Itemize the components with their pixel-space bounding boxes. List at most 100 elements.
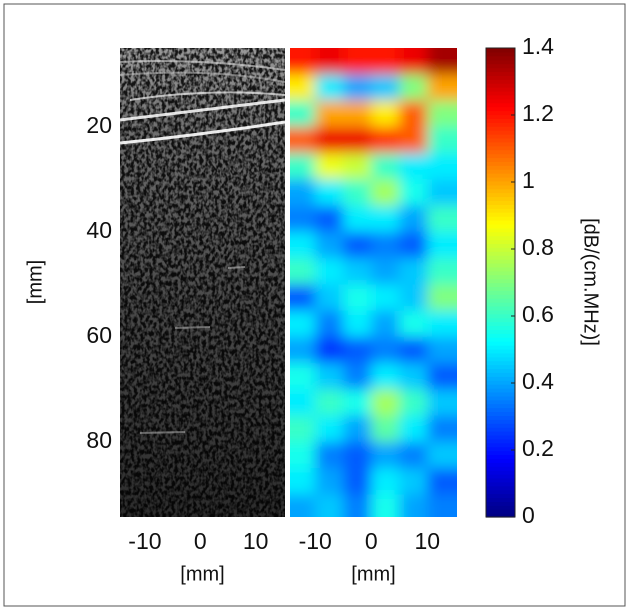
colorbar-step (486, 438, 515, 444)
heatmap-cell (343, 336, 372, 364)
colorbar-step (486, 434, 515, 440)
heatmap-cell (343, 363, 372, 390)
heatmap-cell (343, 153, 372, 180)
heatmap-cell (315, 126, 344, 154)
heatmap-cell (399, 336, 428, 364)
colorbar-step (486, 126, 515, 131)
heatmap-cell (290, 468, 316, 495)
heatmap-cell (371, 468, 400, 495)
colorbar-step (486, 388, 515, 393)
heatmap-cell (399, 363, 428, 390)
colorbar-step (486, 239, 515, 245)
colorbar-step (486, 223, 515, 229)
colorbar-step (486, 372, 515, 377)
heatmap-cell (399, 258, 428, 285)
heatmap-cell (315, 205, 344, 233)
heatmap-cell (427, 284, 457, 312)
heatmap-cell (343, 310, 372, 338)
colorbar-step (486, 173, 515, 178)
colorbar-step (486, 266, 515, 272)
heatmap-cell (315, 494, 344, 517)
heatmap-cell (427, 100, 457, 128)
y-tick-label: 80 (86, 427, 112, 453)
heatmap-cell (290, 310, 316, 338)
colorbar-step (486, 216, 515, 221)
colorbar-step (486, 71, 515, 76)
colorbar-step (486, 102, 515, 108)
colorbar-step (486, 90, 515, 96)
colorbar-step (486, 270, 515, 276)
colorbar-step (486, 489, 515, 495)
colorbar-step (486, 493, 515, 499)
heatmap-cell (399, 389, 428, 417)
colorbar-step (486, 509, 515, 514)
heatmap-cell (315, 74, 344, 102)
colorbar-step (486, 415, 515, 420)
colorbar-step (486, 200, 515, 205)
heatmap-cell (427, 258, 457, 285)
colorbar-step (486, 282, 515, 288)
heatmap-cell (315, 468, 344, 495)
colorbar-step (486, 376, 515, 381)
heatmap-cell (371, 494, 400, 517)
x-axis-label: [mm] (351, 563, 395, 585)
colorbar-step (486, 368, 515, 373)
heatmap-cell (290, 205, 316, 233)
colorbar-tick-label: 1.4 (522, 33, 554, 59)
heatmap-cell (399, 231, 428, 259)
heatmap-cell (343, 126, 372, 154)
colorbar-step (486, 212, 515, 217)
heatmap-cell (399, 153, 428, 180)
y-tick-label: 60 (86, 322, 112, 348)
colorbar-step (486, 325, 515, 330)
colorbar-tick-label: 1.2 (522, 100, 554, 126)
colorbar-step (486, 251, 515, 256)
colorbar-step (486, 114, 515, 119)
colorbar-step (486, 231, 515, 237)
heatmap-cell (399, 310, 428, 338)
heatmap-cell (315, 389, 344, 417)
colorbar-step (486, 169, 515, 174)
colorbar-step (486, 360, 515, 366)
colorbar-step (486, 165, 515, 170)
heatmap-cell (290, 494, 316, 517)
heatmap-cell (427, 231, 457, 259)
colorbar-step (486, 309, 515, 315)
colorbar-step (486, 145, 515, 151)
x-tick-label: 0 (365, 528, 378, 554)
colorbar-step (486, 176, 515, 182)
colorbar-step (486, 188, 515, 194)
colorbar-step (486, 348, 515, 354)
colorbar-step (486, 278, 515, 284)
x-tick-label: 10 (415, 528, 441, 554)
colorbar-step (486, 454, 515, 459)
x-axis-label: [mm] (180, 563, 224, 585)
heatmap-cell (371, 48, 400, 75)
colorbar-step (486, 419, 515, 424)
y-axis-label: [mm] (24, 260, 46, 304)
colorbar-step (486, 470, 515, 475)
colorbar-step (486, 450, 515, 456)
colorbar-step (486, 259, 515, 264)
colorbar-step (486, 149, 515, 155)
x-tick-label: -10 (128, 528, 161, 554)
colorbar-step (486, 313, 515, 319)
heatmap-cell (399, 179, 428, 207)
heatmap-cell (315, 441, 344, 469)
colorbar-step (486, 87, 515, 92)
heatmap-cell (290, 415, 316, 443)
colorbar-step (486, 106, 515, 112)
colorbar-tick-label: 0.8 (522, 234, 554, 260)
colorbar-step (486, 153, 515, 159)
colorbar-step (486, 329, 515, 334)
y-tick-label: 40 (86, 217, 112, 243)
colorbar-step (486, 67, 515, 73)
colorbar-step (486, 462, 515, 467)
heatmap-cell (290, 48, 316, 75)
heatmap-cell (399, 126, 428, 154)
colorbar-step (486, 399, 515, 405)
heatmap-cell (427, 363, 457, 390)
colorbar-step (486, 118, 515, 123)
heatmap-cell (343, 494, 372, 517)
heatmap-cell (343, 415, 372, 443)
